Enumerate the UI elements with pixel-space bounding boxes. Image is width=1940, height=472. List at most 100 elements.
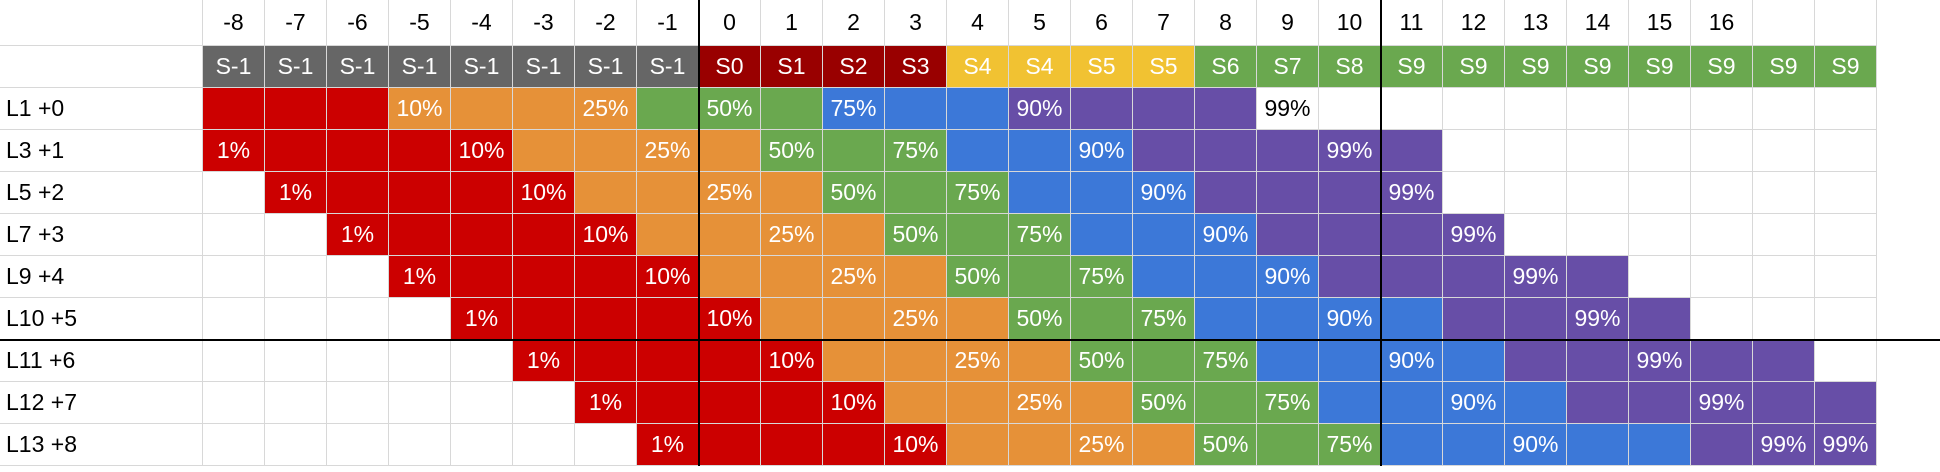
probability-cell[interactable]: 10% — [451, 130, 513, 172]
stage-cell[interactable]: S2 — [823, 46, 885, 88]
grid-cell[interactable] — [1629, 256, 1691, 298]
grid-cell[interactable] — [1691, 256, 1753, 298]
grid-cell[interactable] — [885, 88, 947, 130]
stage-cell[interactable]: S-1 — [327, 46, 389, 88]
grid-cell[interactable] — [389, 340, 451, 382]
probability-cell[interactable]: 99% — [1691, 382, 1753, 424]
grid-cell[interactable] — [1009, 424, 1071, 466]
grid-cell[interactable] — [1319, 340, 1381, 382]
stage-cell[interactable]: S-1 — [513, 46, 575, 88]
grid-cell[interactable] — [761, 424, 823, 466]
grid-cell[interactable] — [1381, 382, 1443, 424]
probability-cell[interactable]: 90% — [1319, 298, 1381, 340]
grid-cell[interactable] — [1443, 130, 1505, 172]
probability-cell[interactable]: 90% — [1195, 214, 1257, 256]
grid-cell[interactable] — [389, 298, 451, 340]
grid-cell[interactable] — [203, 382, 265, 424]
grid-cell[interactable] — [1195, 172, 1257, 214]
stage-cell[interactable]: S9 — [1443, 46, 1505, 88]
grid-cell[interactable] — [1753, 382, 1815, 424]
grid-cell[interactable] — [1505, 382, 1567, 424]
grid-cell[interactable] — [1691, 88, 1753, 130]
grid-cell[interactable] — [327, 340, 389, 382]
probability-cell[interactable]: 25% — [761, 214, 823, 256]
grid-cell[interactable] — [265, 382, 327, 424]
grid-cell[interactable] — [1133, 256, 1195, 298]
grid-cell[interactable] — [1629, 424, 1691, 466]
grid-cell[interactable] — [203, 298, 265, 340]
probability-cell[interactable]: 75% — [947, 172, 1009, 214]
probability-cell[interactable]: 99% — [1257, 88, 1319, 130]
grid-cell[interactable] — [265, 298, 327, 340]
stage-cell[interactable]: S5 — [1133, 46, 1195, 88]
column-number-header[interactable]: 8 — [1195, 0, 1257, 46]
column-number-header[interactable]: 2 — [823, 0, 885, 46]
grid-cell[interactable] — [1381, 424, 1443, 466]
column-number-header[interactable]: -1 — [637, 0, 699, 46]
grid-cell[interactable] — [575, 340, 637, 382]
grid-cell[interactable] — [1815, 130, 1877, 172]
stage-cell[interactable]: S4 — [1009, 46, 1071, 88]
grid-cell[interactable] — [203, 88, 265, 130]
probability-cell[interactable]: 75% — [823, 88, 885, 130]
grid-cell[interactable] — [1319, 382, 1381, 424]
grid-cell[interactable] — [1815, 214, 1877, 256]
grid-cell[interactable] — [1195, 298, 1257, 340]
grid-cell[interactable] — [1815, 88, 1877, 130]
probability-cell[interactable]: 10% — [699, 298, 761, 340]
probability-cell[interactable]: 25% — [823, 256, 885, 298]
grid-cell[interactable] — [885, 382, 947, 424]
grid-cell[interactable] — [513, 130, 575, 172]
probability-cell[interactable]: 90% — [1009, 88, 1071, 130]
column-number-header[interactable]: 15 — [1629, 0, 1691, 46]
grid-cell[interactable] — [1443, 256, 1505, 298]
stage-cell[interactable]: S0 — [699, 46, 761, 88]
grid-cell[interactable] — [1071, 172, 1133, 214]
probability-cell[interactable]: 25% — [575, 88, 637, 130]
grid-cell[interactable] — [389, 130, 451, 172]
grid-cell[interactable] — [1691, 172, 1753, 214]
probability-cell[interactable]: 90% — [1381, 340, 1443, 382]
grid-cell[interactable] — [637, 382, 699, 424]
grid-cell[interactable] — [1009, 256, 1071, 298]
grid-cell[interactable] — [1381, 256, 1443, 298]
grid-cell[interactable] — [327, 256, 389, 298]
grid-cell[interactable] — [327, 88, 389, 130]
probability-cell[interactable]: 90% — [1505, 424, 1567, 466]
grid-cell[interactable] — [823, 340, 885, 382]
grid-cell[interactable] — [513, 214, 575, 256]
row-label[interactable]: L10 +5 — [0, 298, 203, 340]
grid-cell[interactable] — [1815, 340, 1877, 382]
grid-cell[interactable] — [1815, 172, 1877, 214]
grid-cell[interactable] — [575, 130, 637, 172]
grid-cell[interactable] — [1691, 298, 1753, 340]
grid-cell[interactable] — [885, 172, 947, 214]
grid-cell[interactable] — [1505, 214, 1567, 256]
grid-cell[interactable] — [1567, 382, 1629, 424]
stage-label-blank[interactable] — [0, 46, 203, 88]
grid-cell[interactable] — [1071, 382, 1133, 424]
stage-cell[interactable]: S-1 — [203, 46, 265, 88]
grid-cell[interactable] — [637, 298, 699, 340]
probability-cell[interactable]: 50% — [761, 130, 823, 172]
grid-cell[interactable] — [1195, 130, 1257, 172]
probability-cell[interactable]: 10% — [389, 88, 451, 130]
stage-cell[interactable]: S9 — [1505, 46, 1567, 88]
probability-cell[interactable]: 25% — [1071, 424, 1133, 466]
row-label[interactable]: L11 +6 — [0, 340, 203, 382]
probability-cell[interactable]: 50% — [947, 256, 1009, 298]
stage-cell[interactable]: S6 — [1195, 46, 1257, 88]
grid-cell[interactable] — [1009, 130, 1071, 172]
grid-cell[interactable] — [1319, 172, 1381, 214]
grid-cell[interactable] — [761, 172, 823, 214]
probability-cell[interactable]: 25% — [699, 172, 761, 214]
grid-cell[interactable] — [1567, 172, 1629, 214]
stage-cell[interactable]: S9 — [1629, 46, 1691, 88]
grid-cell[interactable] — [1629, 382, 1691, 424]
probability-cell[interactable]: 25% — [947, 340, 1009, 382]
grid-cell[interactable] — [1505, 172, 1567, 214]
stage-cell[interactable]: S-1 — [389, 46, 451, 88]
probability-cell[interactable]: 50% — [1133, 382, 1195, 424]
grid-cell[interactable] — [327, 172, 389, 214]
probability-cell[interactable]: 99% — [1567, 298, 1629, 340]
